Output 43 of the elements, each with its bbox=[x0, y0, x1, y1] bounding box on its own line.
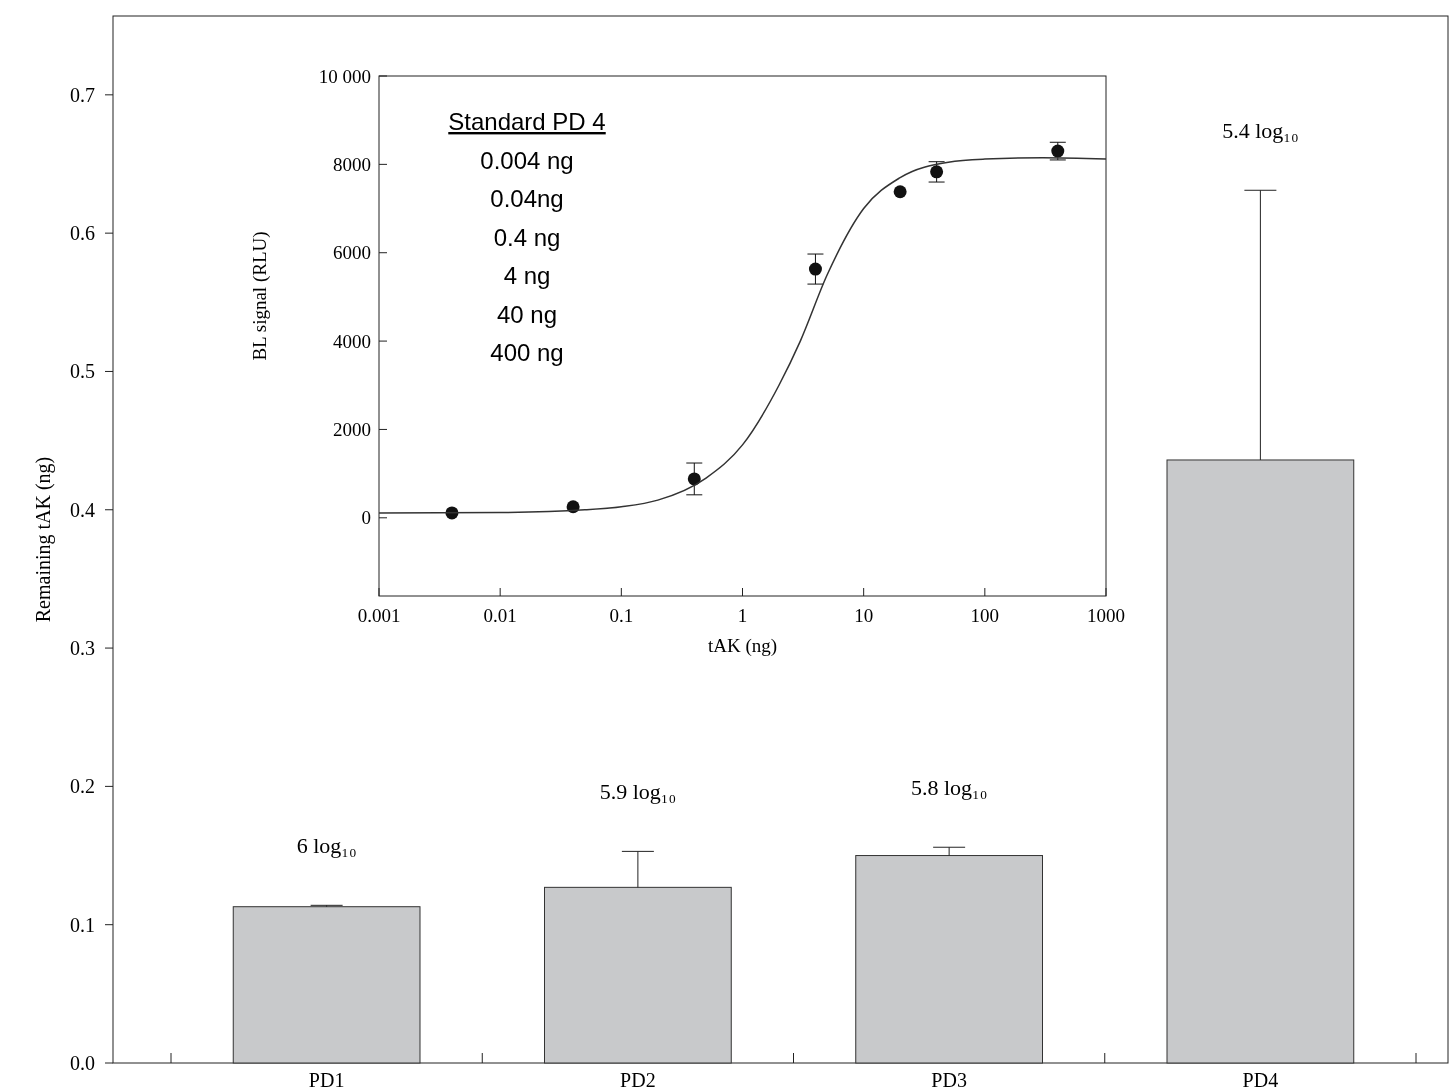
x-tick-label: 0.01 bbox=[483, 605, 517, 626]
annotation: 0.04ng bbox=[490, 185, 564, 212]
y-tick-label: 0.0 bbox=[70, 1052, 95, 1074]
y-tick-label: 0.7 bbox=[70, 83, 95, 106]
y-tick-label: 0.1 bbox=[70, 913, 95, 936]
x-tick-label: 1 bbox=[737, 605, 748, 626]
y-tick-label: 0 bbox=[361, 507, 371, 529]
bar bbox=[232, 906, 421, 1064]
y-tick-label: 4000 bbox=[333, 330, 371, 352]
bar bbox=[544, 886, 732, 1064]
y-tick-label: 10 000 bbox=[318, 65, 371, 87]
annotation: 0.4 ng bbox=[493, 223, 561, 251]
x-axis-title: tAK (ng) bbox=[707, 635, 778, 657]
x-tick-label: PD2 bbox=[620, 1069, 656, 1087]
annotation: 4 ng bbox=[503, 262, 551, 289]
x-tick-label: 10 bbox=[854, 605, 874, 626]
x-tick-label: 100 bbox=[970, 605, 1000, 626]
x-tick-label: 0.001 bbox=[357, 605, 401, 626]
annotation: 5.8 log₁₀ bbox=[910, 775, 988, 801]
annotation: 5.9 log₁₀ bbox=[599, 779, 677, 805]
annotation: 40 ng bbox=[496, 300, 558, 328]
annotation: 6 log₁₀ bbox=[296, 833, 357, 859]
y-tick-label: 0.5 bbox=[70, 360, 95, 383]
x-tick-label: PD3 bbox=[931, 1069, 967, 1087]
y-tick-label: 2000 bbox=[333, 419, 371, 441]
bar bbox=[855, 855, 1043, 1064]
annotation: 0.004 ng bbox=[480, 146, 574, 174]
y-tick-label: 8000 bbox=[333, 154, 371, 176]
y-tick-label: 0.2 bbox=[70, 775, 95, 798]
x-tick-label: PD1 bbox=[308, 1069, 345, 1087]
y-tick-label: 6000 bbox=[333, 242, 371, 264]
annotation: 400 ng bbox=[490, 339, 564, 366]
x-tick-label: 1000 bbox=[1087, 605, 1125, 626]
annotation: 5.4 log₁₀ bbox=[1222, 118, 1299, 144]
x-tick-label: PD4 bbox=[1242, 1069, 1279, 1087]
y-tick-label: 0.3 bbox=[70, 637, 95, 660]
y-axis-title: Remaining tAK (ng) bbox=[32, 456, 55, 623]
y-tick-label: 0.6 bbox=[70, 222, 95, 245]
annotation: Standard PD 4 bbox=[448, 108, 606, 135]
y-tick-label: 0.4 bbox=[70, 498, 95, 521]
x-tick-label: 0.1 bbox=[609, 605, 634, 626]
bar bbox=[1166, 459, 1355, 1064]
y-axis-title: BL signal (RLU) bbox=[249, 231, 271, 361]
